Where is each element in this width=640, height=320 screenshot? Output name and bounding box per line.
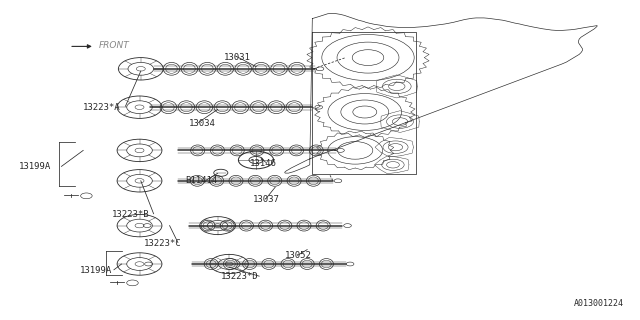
Text: B11414: B11414 xyxy=(186,176,218,185)
Text: 13223*C: 13223*C xyxy=(144,239,182,248)
Text: 13223*A: 13223*A xyxy=(83,103,121,112)
Text: 13199A: 13199A xyxy=(80,266,112,275)
Text: 13034: 13034 xyxy=(189,119,216,128)
Text: FRONT: FRONT xyxy=(99,41,130,50)
Text: 13223*B: 13223*B xyxy=(112,210,150,219)
Text: A013001224: A013001224 xyxy=(574,299,624,308)
Text: 13031: 13031 xyxy=(224,53,251,62)
Text: 13037: 13037 xyxy=(253,196,280,204)
Text: 13223*D: 13223*D xyxy=(221,272,259,281)
Text: 13199A: 13199A xyxy=(19,162,51,171)
Text: 13052: 13052 xyxy=(285,252,312,260)
Text: 13146: 13146 xyxy=(250,159,276,168)
